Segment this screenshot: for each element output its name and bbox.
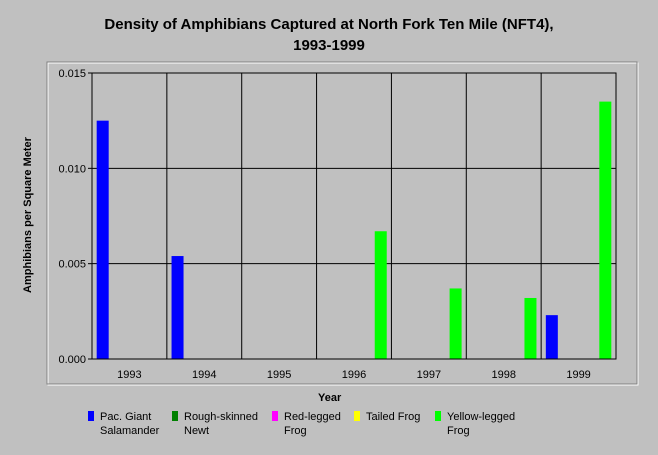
- y-tick-label: 0.015: [58, 68, 86, 80]
- legend-label-line: Newt: [184, 425, 210, 437]
- y-tick-label: 0.000: [58, 354, 86, 366]
- legend-label-line: Red-legged: [284, 411, 341, 423]
- y-tick-label: 0.010: [58, 163, 86, 175]
- x-tick-label: 1994: [192, 369, 216, 381]
- y-axis-label: Amphibians per Square Meter: [22, 137, 34, 293]
- legend-label-line: Salamander: [100, 425, 160, 437]
- x-tick-label: 1995: [267, 369, 291, 381]
- chart-title-line-1: Density of Amphibians Captured at North …: [104, 16, 554, 33]
- bar: [599, 101, 612, 359]
- legend-label-line: Pac. Giant: [100, 411, 152, 423]
- plot-area: [92, 73, 616, 359]
- legend-label-line: Rough-skinned: [184, 411, 258, 423]
- legend-swatch: [354, 411, 360, 421]
- y-tick-label: 0.005: [58, 259, 86, 271]
- legend-swatch: [172, 411, 178, 421]
- chart-title: Density of Amphibians Captured at North …: [0, 14, 658, 56]
- x-tick-label: 1999: [566, 369, 590, 381]
- bar: [545, 315, 558, 359]
- bar: [449, 288, 462, 359]
- chart-panel-border: [46, 61, 638, 385]
- bar: [171, 256, 184, 359]
- bar: [96, 120, 109, 360]
- legend-swatch: [272, 411, 278, 421]
- x-axis-label: Year: [318, 392, 342, 404]
- chart-title-line-2: 1993-1999: [293, 37, 365, 54]
- x-tick-label: 1997: [417, 369, 441, 381]
- legend-swatch: [88, 411, 94, 421]
- legend-swatch: [435, 411, 441, 421]
- bar: [524, 297, 537, 359]
- x-tick-label: 1996: [342, 369, 366, 381]
- legend-label-line: Tailed Frog: [366, 411, 421, 423]
- legend-label-line: Yellow-legged: [447, 411, 516, 423]
- x-tick-label: 1998: [491, 369, 515, 381]
- plot-frame: [91, 72, 617, 360]
- legend-label-line: Frog: [284, 425, 307, 437]
- x-tick-label: 1993: [117, 369, 141, 381]
- chart-panel-highlight: [47, 62, 639, 386]
- legend-label-line: Frog: [447, 425, 470, 437]
- legend: Pac. Giant Salamander Rough-skinned Newt…: [0, 410, 658, 450]
- bar: [374, 231, 387, 359]
